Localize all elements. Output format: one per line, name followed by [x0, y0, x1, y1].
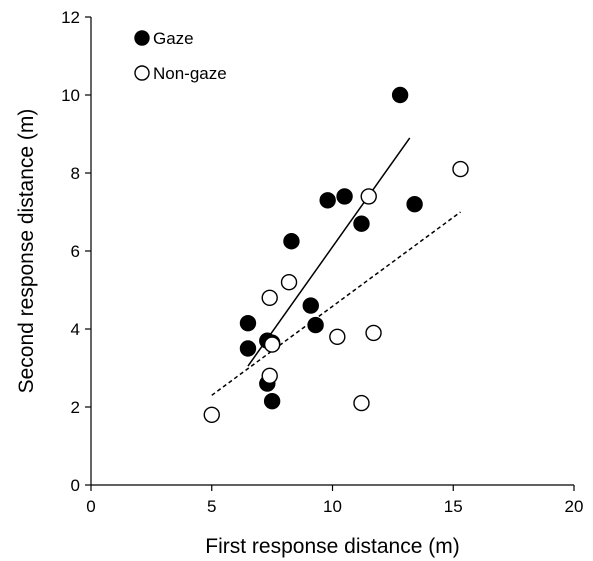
gaze-point: [302, 297, 319, 314]
x-tick-label: 10: [323, 497, 342, 516]
gaze-point: [239, 314, 257, 332]
non-gaze-point: [360, 188, 377, 205]
gaze-point: [263, 392, 281, 410]
non-gaze-point: [263, 336, 281, 353]
trendlines: [211, 137, 461, 396]
y-tick-label: 2: [71, 398, 80, 417]
data-points: [203, 86, 469, 423]
x-tick-label: 20: [565, 497, 584, 516]
non-gaze-point: [261, 367, 278, 384]
gaze-point: [319, 192, 336, 209]
x-tick-label: 5: [207, 497, 216, 516]
non-gaze-point: [452, 160, 469, 178]
non-gaze-point: [329, 328, 346, 345]
non-gaze-point: [203, 406, 220, 423]
y-tick-label: 4: [71, 320, 80, 339]
gaze-point: [336, 188, 353, 205]
gaze-point: [283, 233, 300, 250]
gaze-trendline: [247, 137, 411, 367]
legend-label: Gaze: [153, 29, 194, 48]
y-tick-label: 0: [71, 476, 80, 495]
non-gaze-point: [353, 394, 370, 412]
non-gaze-point: [261, 289, 278, 306]
gaze-point: [391, 86, 409, 104]
y-tick-label: 10: [61, 86, 80, 105]
ticks: 0 5 10 15 20 0 2 4 6 8 10 12: [61, 8, 583, 516]
non-gaze-point: [365, 324, 382, 342]
non-gaze-point: [280, 274, 298, 291]
y-axis-title: Second response distance (m): [15, 109, 38, 394]
gaze-point: [239, 340, 257, 357]
y-tick-label: 12: [61, 8, 80, 27]
gaze-point: [406, 195, 423, 213]
legend-marker: [134, 65, 150, 81]
legend: Gaze Non-gaze: [134, 29, 227, 83]
axes: [90, 17, 574, 486]
x-tick-label: 15: [444, 497, 463, 516]
y-tick-label: 8: [71, 164, 80, 183]
legend-label: Non-gaze: [153, 64, 227, 83]
gaze-point: [353, 215, 370, 232]
legend-marker: [134, 30, 150, 46]
non-gaze-trendline: [211, 211, 461, 396]
gaze-point: [307, 316, 324, 334]
y-tick-label: 6: [71, 242, 80, 261]
x-tick-label: 0: [86, 497, 95, 516]
x-axis-title: First response distance (m): [205, 535, 459, 558]
